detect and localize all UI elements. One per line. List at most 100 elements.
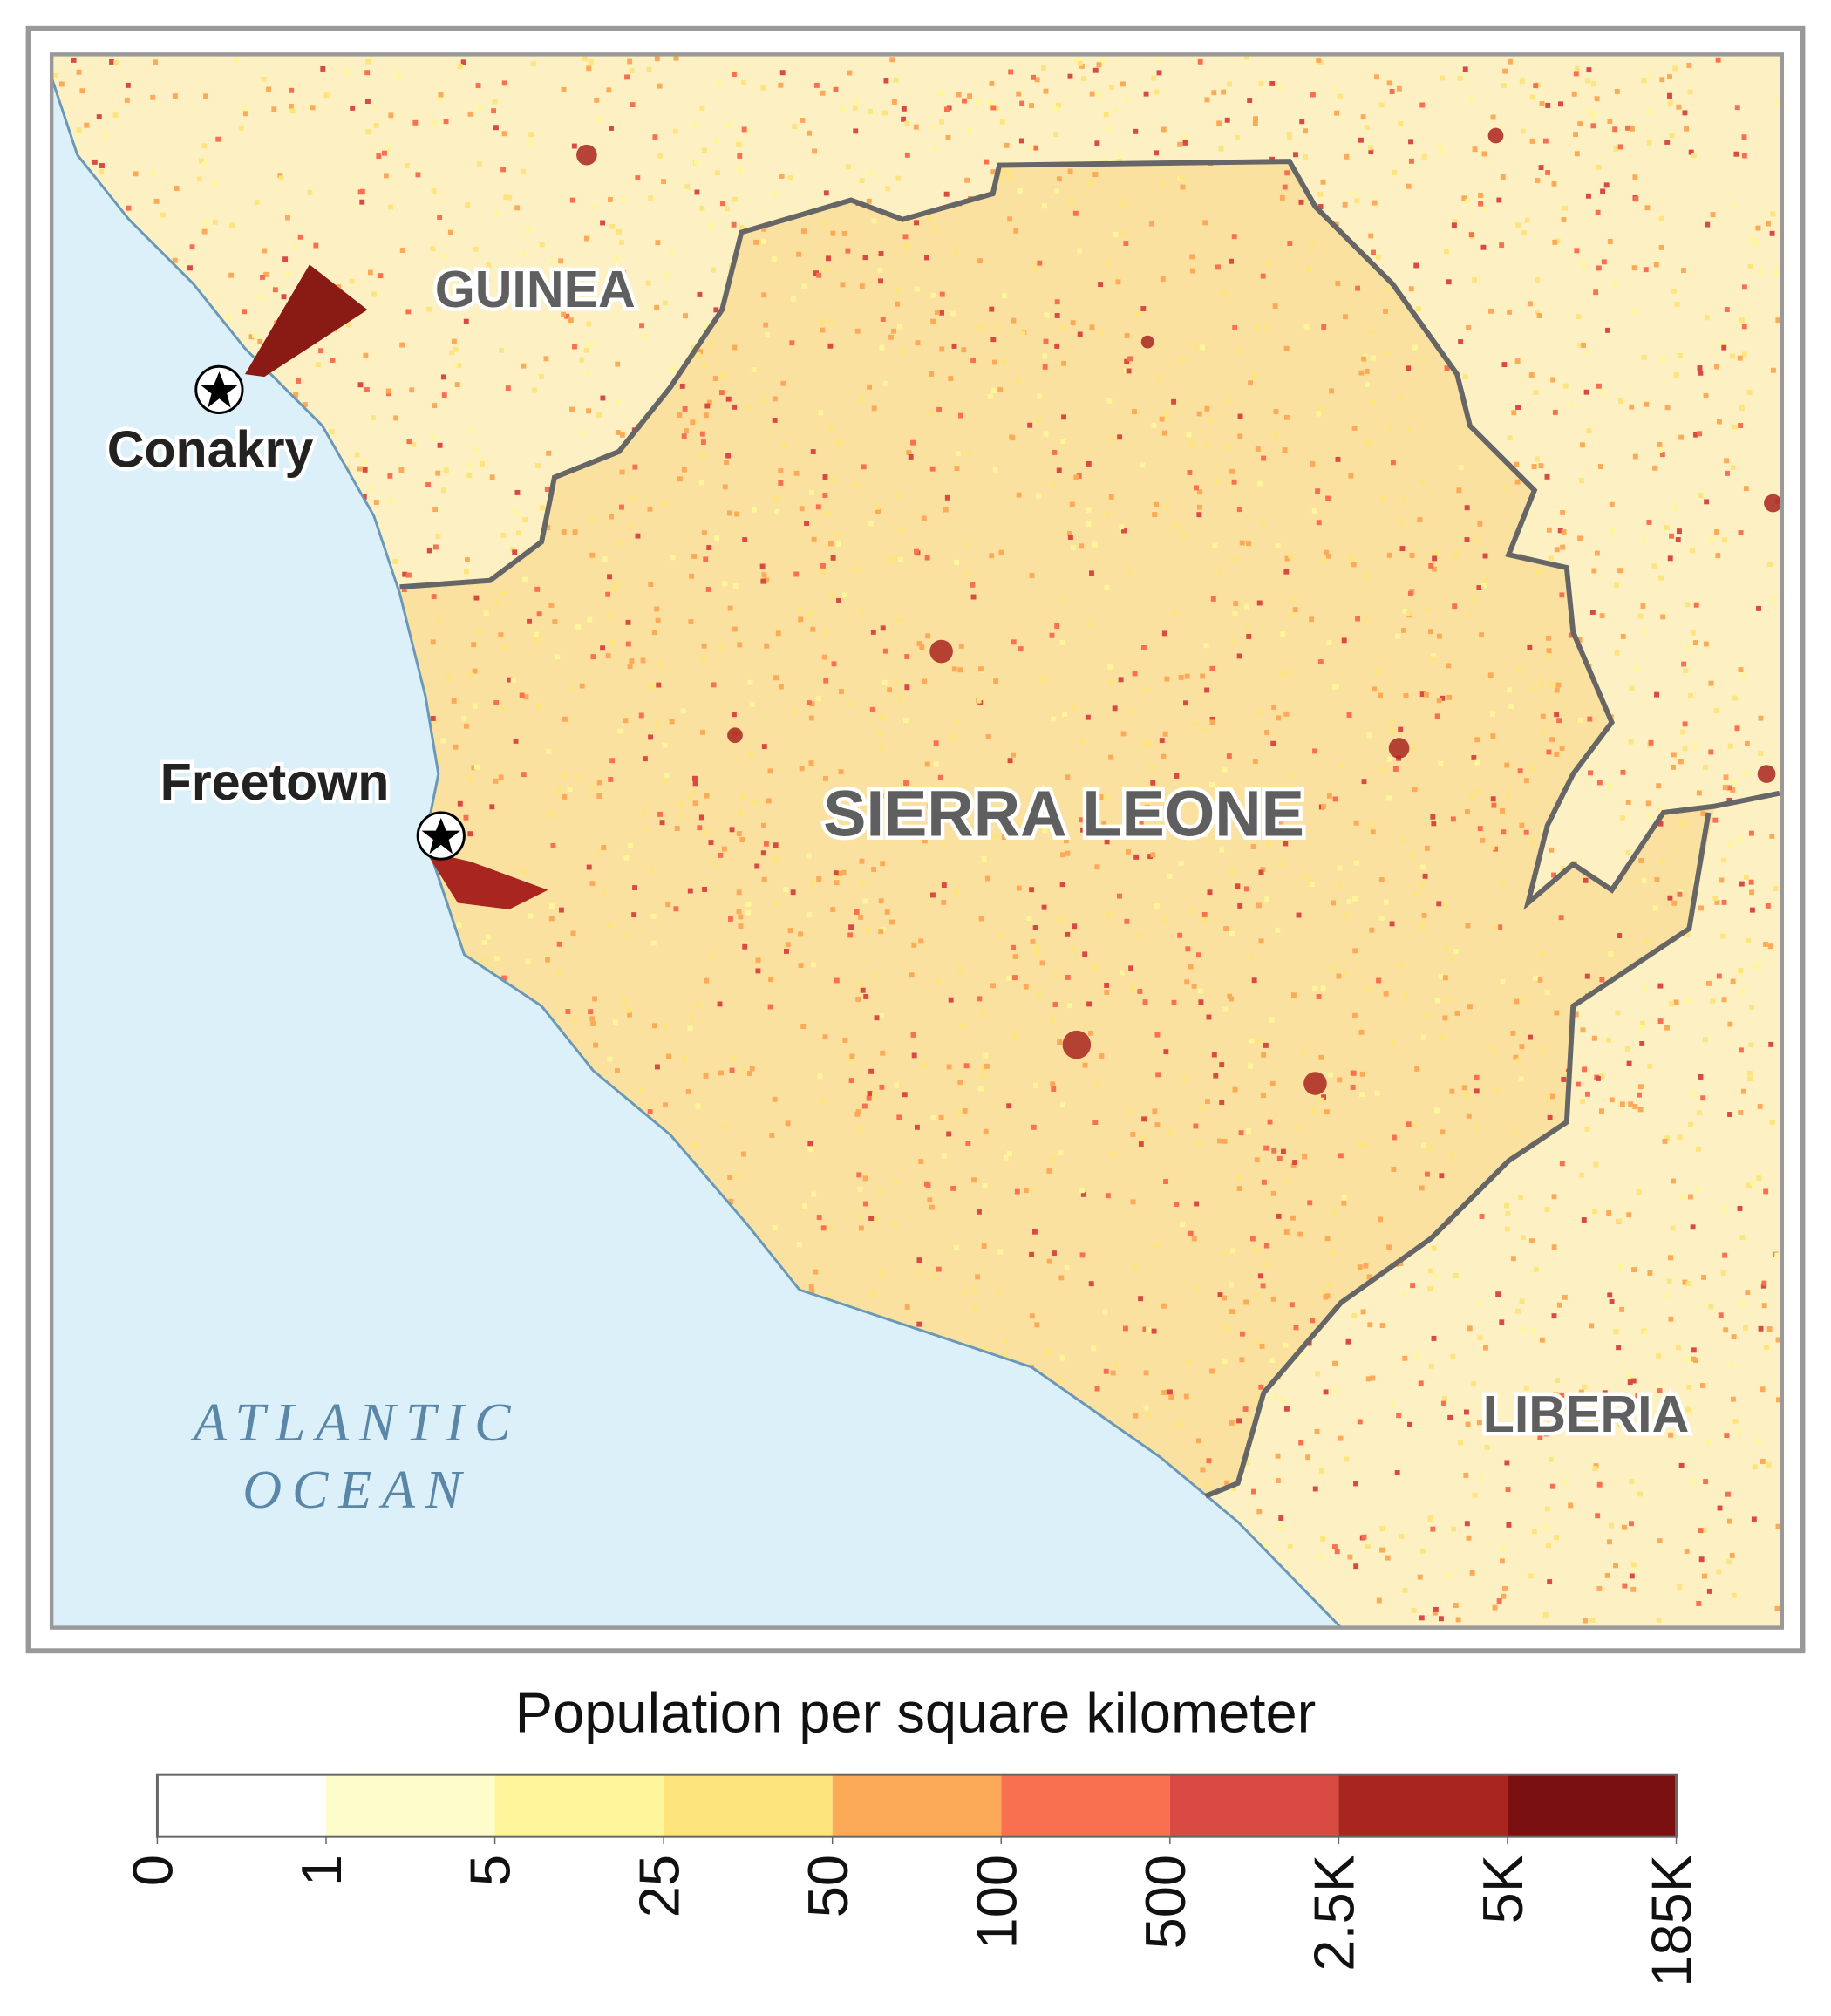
density-pixel	[1605, 327, 1610, 333]
density-pixel	[1137, 988, 1143, 994]
density-pixel	[1001, 293, 1007, 299]
density-pixel	[862, 1201, 868, 1207]
density-pixel	[1052, 1250, 1057, 1257]
density-pixel	[1643, 629, 1649, 635]
density-pixel	[1440, 1400, 1446, 1406]
density-pixel	[738, 923, 744, 930]
density-pixel	[1739, 317, 1745, 324]
density-pixel	[1419, 102, 1426, 108]
density-pixel	[873, 973, 879, 979]
density-pixel	[1320, 985, 1326, 991]
density-pixel	[1528, 1238, 1535, 1244]
density-pixel	[1178, 861, 1184, 867]
density-pixel	[1317, 60, 1324, 66]
density-pixel	[1126, 848, 1131, 855]
density-pixel	[1253, 116, 1258, 122]
density-pixel	[1440, 695, 1446, 701]
density-pixel	[1034, 77, 1040, 83]
density-pixel	[1677, 1134, 1683, 1141]
density-pixel	[1474, 737, 1480, 743]
density-pixel	[951, 343, 957, 349]
density-pixel	[662, 300, 668, 306]
density-pixel	[1347, 1554, 1353, 1560]
density-pixel	[1379, 495, 1385, 501]
density-pixel	[670, 555, 676, 561]
density-pixel	[1667, 74, 1672, 80]
density-pixel	[1203, 442, 1209, 448]
density-pixel	[1213, 1073, 1219, 1079]
density-pixel	[1236, 507, 1242, 513]
density-pixel	[866, 198, 872, 204]
density-pixel	[1505, 1211, 1511, 1216]
density-pixel	[1670, 1225, 1676, 1231]
density-pixel	[738, 809, 743, 815]
density-pixel	[956, 1111, 962, 1116]
density-pixel	[1042, 353, 1048, 359]
density-pixel	[1198, 999, 1204, 1005]
density-pixel	[1706, 1588, 1712, 1594]
density-pixel	[1332, 796, 1338, 802]
density-pixel	[1542, 138, 1549, 144]
density-pixel	[354, 452, 360, 458]
density-pixel	[1546, 749, 1552, 755]
density-pixel	[1524, 217, 1530, 223]
density-pixel	[1204, 97, 1210, 103]
density-pixel	[521, 363, 527, 369]
density-pixel	[990, 337, 997, 343]
density-pixel	[847, 830, 853, 836]
density-pixel	[761, 876, 767, 882]
density-pixel	[1645, 800, 1651, 807]
density-pixel	[807, 130, 813, 136]
density-pixel	[1324, 549, 1330, 555]
density-pixel	[1275, 1478, 1281, 1483]
density-pixel	[1271, 1148, 1277, 1154]
density-pixel	[1461, 1085, 1467, 1091]
density-pixel	[1310, 1318, 1316, 1324]
density-pixel	[1140, 306, 1147, 311]
density-pixel	[1277, 85, 1283, 91]
country-label: LIBERIA	[1483, 1385, 1690, 1443]
density-pixel	[1502, 1585, 1508, 1591]
density-pixel	[1330, 1249, 1336, 1255]
density-pixel	[1261, 1052, 1267, 1058]
density-pixel	[1700, 1383, 1705, 1388]
density-pixel	[825, 511, 831, 517]
density-pixel	[1059, 640, 1065, 645]
density-pixel	[1396, 85, 1402, 92]
density-pixel	[854, 99, 860, 105]
density-pixel	[493, 699, 500, 705]
density-pixel	[728, 1198, 734, 1204]
density-pixel	[1631, 309, 1637, 315]
density-pixel	[1741, 324, 1747, 330]
density-pixel	[1458, 339, 1464, 344]
density-pixel	[1327, 1072, 1333, 1078]
density-pixel	[493, 125, 499, 131]
density-pixel	[1730, 465, 1736, 471]
density-pixel	[1476, 1420, 1482, 1426]
density-pixel	[1562, 1294, 1568, 1300]
density-pixel	[1077, 331, 1083, 337]
density-pixel	[1088, 180, 1094, 187]
density-pixel	[453, 744, 459, 750]
density-pixel	[174, 186, 180, 191]
density-pixel	[614, 1068, 620, 1073]
density-pixel	[1722, 785, 1728, 791]
density-pixel	[1748, 830, 1754, 836]
density-pixel	[810, 881, 816, 886]
density-pixel	[1237, 413, 1243, 419]
density-pixel	[1406, 365, 1412, 371]
density-pixel	[203, 220, 209, 226]
density-pixel	[1223, 926, 1229, 932]
density-pixel	[1282, 184, 1288, 190]
density-pixel	[1594, 96, 1600, 102]
density-pixel	[1545, 102, 1551, 108]
density-pixel	[1319, 1097, 1325, 1103]
density-pixel	[1386, 80, 1392, 86]
density-pixel	[1323, 1294, 1329, 1300]
density-pixel	[1351, 562, 1357, 568]
density-pixel	[985, 813, 991, 819]
density-pixel	[833, 870, 839, 876]
density-pixel	[1452, 553, 1458, 559]
density-pixel	[961, 347, 967, 353]
density-pixel	[1607, 1408, 1613, 1414]
